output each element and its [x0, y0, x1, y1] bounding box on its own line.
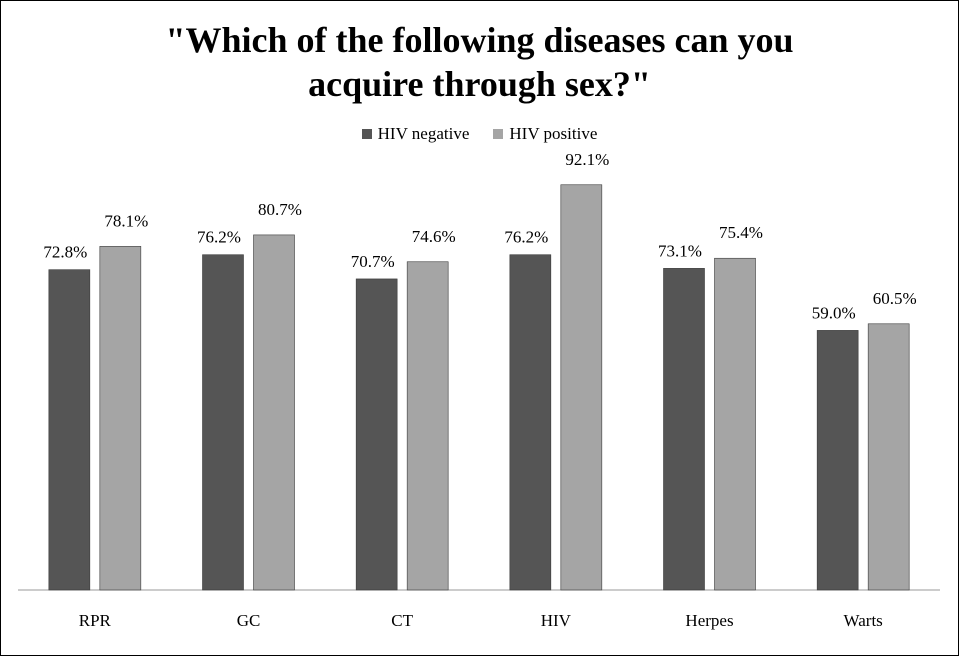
x-tick-label-herpes: Herpes	[685, 611, 733, 630]
bar-hiv-positive-herpes	[714, 257, 756, 591]
bar-hiv-positive-gc	[253, 234, 295, 591]
legend-entry-hiv-positive: HIV positive	[493, 124, 597, 144]
data-label-hiv-positive-ct: 74.6%	[412, 227, 456, 246]
data-label-hiv-positive-warts: 60.5%	[873, 289, 917, 308]
legend-swatch-hiv-negative	[361, 129, 372, 139]
bar-hiv-negative-gc	[202, 254, 244, 591]
bar-hiv-negative-rpr	[48, 269, 91, 591]
bar-hiv-negative-hiv	[509, 254, 552, 591]
chart-title-line-1: "Which of the following diseases can you	[165, 20, 794, 60]
data-label-hiv-positive-rpr: 78.1%	[104, 211, 148, 230]
bar-hiv-negative-ct	[355, 278, 398, 591]
x-tick-label-warts: Warts	[844, 611, 883, 630]
bar-hiv-positive-warts	[867, 323, 910, 591]
x-tick-label-ct: CT	[391, 611, 413, 630]
legend-entry-hiv-negative: HIV negative	[361, 124, 470, 144]
chart-title-line-2: acquire through sex?"	[308, 64, 651, 104]
legend-swatch-hiv-positive	[493, 129, 504, 139]
x-tick-label-hiv: HIV	[541, 611, 572, 630]
data-label-hiv-positive-hiv: 92.1%	[565, 150, 609, 169]
bar-hiv-positive-rpr	[99, 246, 142, 591]
data-label-hiv-positive-herpes: 75.4%	[719, 223, 763, 242]
bar-hiv-negative-warts	[816, 330, 859, 591]
legend: HIV negative HIV positive	[0, 124, 959, 144]
data-label-hiv-negative-herpes: 73.1%	[658, 241, 702, 260]
bar-hiv-positive-hiv	[560, 184, 603, 591]
data-label-hiv-negative-warts: 59.0%	[812, 303, 856, 322]
legend-label-hiv-negative: HIV negative	[377, 124, 470, 143]
x-tick-label-gc: GC	[237, 611, 261, 630]
bar-hiv-positive-ct	[406, 261, 449, 591]
data-label-hiv-negative-rpr: 72.8%	[43, 243, 87, 262]
bar-hiv-negative-herpes	[663, 268, 705, 591]
data-label-hiv-negative-ct: 70.7%	[351, 252, 395, 271]
chart-title: "Which of the following diseases can you…	[0, 18, 959, 106]
data-label-hiv-negative-hiv: 76.2%	[504, 228, 548, 247]
data-label-hiv-negative-gc: 76.2%	[197, 228, 241, 247]
x-tick-label-rpr: RPR	[79, 611, 112, 630]
data-label-hiv-positive-gc: 80.7%	[258, 200, 302, 219]
legend-label-hiv-positive: HIV positive	[509, 124, 598, 143]
